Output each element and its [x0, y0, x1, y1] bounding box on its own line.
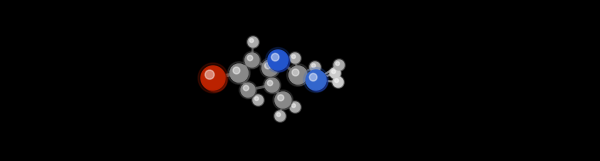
Circle shape — [232, 65, 250, 83]
Circle shape — [265, 47, 290, 72]
Circle shape — [310, 73, 317, 81]
Circle shape — [265, 63, 271, 69]
Circle shape — [292, 104, 296, 108]
Circle shape — [252, 94, 264, 106]
Circle shape — [290, 67, 308, 85]
Circle shape — [203, 68, 227, 92]
Circle shape — [198, 63, 228, 93]
Circle shape — [292, 55, 296, 58]
Circle shape — [246, 54, 260, 68]
Circle shape — [275, 92, 291, 108]
Circle shape — [244, 85, 249, 91]
Circle shape — [242, 84, 256, 98]
Circle shape — [230, 64, 248, 82]
Circle shape — [254, 96, 264, 106]
Circle shape — [249, 38, 259, 48]
Circle shape — [241, 83, 255, 97]
Circle shape — [304, 67, 329, 93]
Circle shape — [311, 63, 321, 73]
Circle shape — [239, 81, 257, 99]
Circle shape — [201, 66, 225, 90]
Circle shape — [247, 36, 259, 48]
Circle shape — [332, 70, 335, 74]
Circle shape — [263, 61, 279, 77]
Circle shape — [260, 58, 280, 78]
Circle shape — [265, 78, 279, 92]
Circle shape — [289, 66, 307, 84]
Circle shape — [271, 53, 279, 61]
Circle shape — [332, 76, 344, 88]
Circle shape — [308, 71, 328, 91]
Circle shape — [250, 39, 254, 43]
Circle shape — [291, 54, 301, 64]
Circle shape — [290, 53, 300, 63]
Circle shape — [334, 78, 344, 88]
Circle shape — [335, 61, 345, 71]
Circle shape — [334, 60, 344, 70]
Circle shape — [336, 62, 340, 66]
Circle shape — [205, 70, 214, 79]
Circle shape — [290, 102, 300, 112]
Circle shape — [276, 112, 286, 122]
Circle shape — [262, 60, 278, 76]
Circle shape — [275, 111, 285, 121]
Circle shape — [291, 103, 301, 113]
Circle shape — [274, 110, 286, 122]
Circle shape — [269, 52, 290, 71]
Circle shape — [310, 62, 320, 72]
Circle shape — [243, 51, 261, 69]
Circle shape — [273, 90, 293, 110]
Circle shape — [312, 64, 316, 67]
Circle shape — [276, 93, 292, 109]
Circle shape — [309, 61, 321, 73]
Circle shape — [292, 69, 299, 76]
Circle shape — [245, 53, 259, 67]
Circle shape — [335, 79, 338, 82]
Circle shape — [330, 68, 340, 78]
Circle shape — [253, 95, 263, 105]
Circle shape — [287, 64, 309, 86]
Circle shape — [268, 80, 273, 86]
Circle shape — [255, 97, 259, 100]
Circle shape — [333, 77, 343, 87]
Circle shape — [277, 113, 281, 117]
Circle shape — [329, 67, 341, 79]
Circle shape — [247, 55, 253, 61]
Circle shape — [289, 101, 301, 113]
Circle shape — [278, 95, 284, 101]
Circle shape — [333, 59, 345, 71]
Circle shape — [331, 69, 341, 79]
Circle shape — [306, 70, 326, 90]
Circle shape — [289, 52, 301, 64]
Circle shape — [266, 79, 280, 93]
Circle shape — [263, 76, 281, 94]
Circle shape — [268, 50, 288, 70]
Circle shape — [228, 62, 250, 84]
Circle shape — [248, 37, 258, 47]
Circle shape — [233, 67, 240, 74]
